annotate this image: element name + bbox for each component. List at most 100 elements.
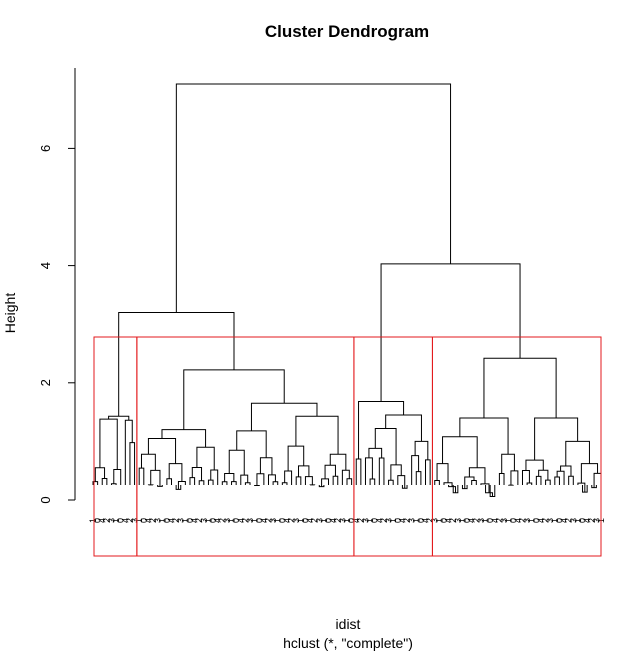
dendrogram-branch	[538, 469, 549, 481]
dendrogram-branch	[166, 478, 173, 485]
dendrogram-branch	[183, 369, 285, 430]
leaf-label: 4	[421, 518, 431, 523]
dendrogram-branch	[556, 470, 565, 485]
dendrogram-branch	[259, 457, 273, 475]
dendrogram-branch	[207, 479, 214, 485]
leaf-label: 0	[393, 518, 403, 523]
dendrogram-branch	[568, 475, 574, 485]
dendrogram-branch	[108, 415, 130, 421]
leaf-label: 4	[328, 518, 338, 523]
leaf-label: 1	[134, 518, 144, 523]
leaf-label: 1	[481, 518, 491, 523]
leaf-label: 3	[176, 518, 186, 523]
dendrogram-branch	[129, 442, 136, 485]
leaf-label: 1	[227, 518, 237, 523]
y-tick-label: 2	[38, 379, 53, 386]
leaf-label: 2	[310, 518, 320, 523]
dendrogram-branch	[461, 485, 468, 490]
y-tick-label: 4	[38, 262, 53, 269]
leaf-label: 3	[245, 518, 255, 523]
leaf-label: 1	[180, 518, 190, 523]
chart-subtitle: hclust (*, "complete")	[283, 635, 413, 651]
dendrogram-branch	[329, 453, 347, 471]
dendrogram-branch	[483, 357, 557, 418]
dendrogram-branch	[318, 485, 325, 488]
dendrogram-branch	[580, 463, 599, 484]
leaf-label: 0	[370, 518, 380, 523]
leaf-label: 3	[476, 518, 486, 523]
dendrogram-branch	[110, 483, 117, 485]
leaf-label: 1	[365, 518, 375, 523]
leaf-label: 4	[490, 518, 500, 523]
dendrogram-branch	[452, 485, 459, 494]
leaf-label: 0	[208, 518, 218, 523]
leaf-label: 0	[508, 518, 518, 523]
dendrogram-branch	[425, 459, 431, 485]
dendrogram-branch	[459, 417, 509, 455]
leaf-label: 2	[102, 518, 112, 523]
leaf-label: 4	[97, 518, 107, 523]
leaf-label: 0	[439, 518, 449, 523]
leaf-label: 3	[106, 518, 116, 523]
leaf-label: 4	[236, 518, 246, 523]
leaf-label: 4	[143, 518, 153, 523]
y-tick-label: 0	[38, 496, 53, 503]
dendrogram-branch	[582, 485, 588, 493]
dendrogram-branch	[101, 478, 108, 485]
dendrogram-branch	[591, 485, 597, 489]
dendrogram-branch	[161, 429, 207, 448]
leaf-label: 2	[471, 518, 481, 523]
leaf-label: 3	[291, 518, 301, 523]
dendrogram-branch	[390, 464, 402, 481]
leaf-label: 1	[504, 518, 514, 523]
dendrogram-branch	[254, 485, 260, 487]
leaf-label: 2	[194, 518, 204, 523]
leaf-label: 4	[190, 518, 200, 523]
dendrogram-branch	[414, 440, 429, 460]
dendrogram-branch	[448, 485, 457, 493]
dendrogram-branch	[415, 471, 422, 485]
leaf-label: 1	[527, 518, 537, 523]
leaf-label: 3	[360, 518, 370, 523]
leaf-label: 0	[300, 518, 310, 523]
leaf-label: 2	[517, 518, 527, 523]
chart-title: Cluster Dendrogram	[265, 22, 429, 41]
leaf-label: 3	[545, 518, 555, 523]
dendrogram-branch	[385, 414, 422, 442]
leaf-label: 2	[425, 518, 435, 523]
dendrogram-branch	[189, 477, 196, 485]
leaf-label: 4	[282, 518, 292, 523]
leaf-label: 0	[93, 518, 103, 523]
y-axis-label: Height	[2, 293, 18, 334]
leaf-label: 0	[485, 518, 495, 523]
dendrogram-branch	[191, 467, 203, 481]
dendrogram-branch	[94, 467, 106, 482]
dendrogram-branch	[341, 469, 350, 485]
leaf-label: 3	[314, 518, 324, 523]
dendrogram-branch	[196, 446, 215, 470]
leaf-label: 3	[407, 518, 417, 523]
dendrogram-branch	[113, 469, 122, 485]
leaf-label: 2	[448, 518, 458, 523]
leaf-label: 3	[591, 518, 601, 523]
leaf-label: 3	[222, 518, 232, 523]
leaf-label: 2	[171, 518, 181, 523]
dendrogram-branch	[150, 469, 161, 487]
dendrogram-branch	[534, 417, 579, 461]
dendrogram-branch	[244, 482, 251, 485]
dendrogram-branch	[287, 445, 305, 471]
dendrogram-branch	[168, 463, 183, 482]
dendrogram-branch	[489, 485, 496, 498]
leaf-label: 1	[88, 518, 98, 523]
leaf-label: 1	[111, 518, 121, 523]
leaf-label: 3	[153, 518, 163, 523]
leaf-label: 1	[388, 518, 398, 523]
leaf-label: 1	[296, 518, 306, 523]
dendrogram-branch	[364, 457, 373, 485]
leaf-label: 1	[550, 518, 560, 523]
dendrogram-branch	[480, 483, 490, 493]
dendrogram-branch	[221, 481, 228, 485]
dendrogram-branch	[380, 263, 521, 402]
leaf-label: 1	[573, 518, 583, 523]
leaf-label: 3	[268, 518, 278, 523]
